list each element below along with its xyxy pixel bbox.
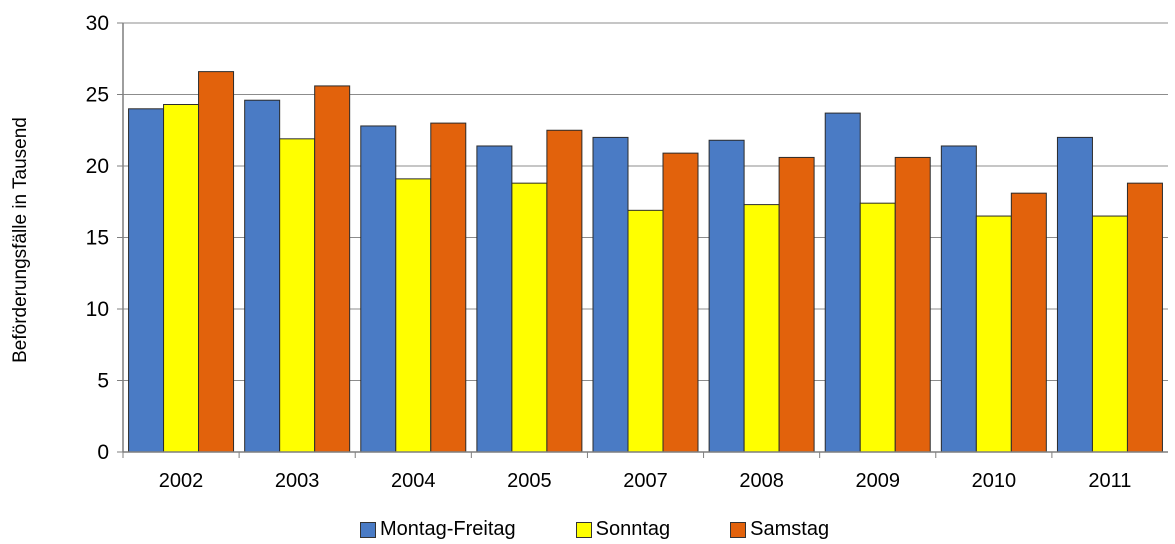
legend-item-sonntag: Sonntag [575,518,671,541]
bar-montag-freitag-2003 [244,99,281,453]
x-tick-label: 2007 [623,470,668,492]
bar-sonntag-2009 [859,202,896,453]
bar-montag-freitag-2010 [940,145,977,453]
bar-samstag-2003 [314,85,351,453]
y-tick-labels: 0 5 10 15 20 25 30 [86,12,123,464]
bar-samstag-2009 [894,156,931,453]
bar-samstag-2008 [778,156,815,453]
legend-swatch [360,521,376,538]
bar-samstag-2010 [1010,192,1047,453]
bar-sonntag-2002 [163,104,200,453]
bar-montag-freitag-2005 [476,145,513,453]
bar-sonntag-2010 [975,215,1012,453]
legend-item-montag-freitag: Montag-Freitag [360,518,516,541]
bar-montag-freitag-2011 [1056,136,1093,453]
x-tick-label: 2011 [1088,470,1131,492]
bar-montag-freitag-2008 [708,139,745,453]
x-tick-label: 2009 [855,470,900,492]
y-tick-label: 30 [86,12,109,35]
legend-label: Montag-Freitag [380,518,516,540]
x-tick-label: 2008 [739,470,784,492]
bar-samstag-2011 [1126,182,1163,453]
bar-sonntag-2005 [511,182,548,453]
bars [128,71,1163,453]
legend-label: Sonntag [595,518,671,540]
bar-montag-freitag-2009 [824,112,861,453]
bar-sonntag-2011 [1091,215,1128,453]
bar-samstag-2002 [198,71,235,453]
x-tick-label: 2010 [972,470,1017,492]
bar-montag-freitag-2004 [360,125,397,453]
y-axis-label: Beförderungsfälle in Tausend [10,117,31,363]
x-tick-label: 2005 [507,470,552,492]
bar-sonntag-2008 [743,204,780,453]
x-tick-label: 2003 [275,470,320,492]
bar-montag-freitag-2007 [592,136,629,453]
bar-samstag-2007 [662,152,699,453]
y-tick-label: 10 [86,298,109,321]
y-tick-label: 15 [86,227,109,250]
x-tick-label: 2002 [159,470,204,492]
bar-sonntag-2007 [627,209,664,453]
legend-item-samstag: Samstag [730,518,829,541]
bar-sonntag-2004 [395,178,432,453]
bar-samstag-2005 [546,129,583,453]
bar-montag-freitag-2002 [128,108,165,453]
legend-swatch [730,521,747,538]
y-tick-label: 0 [97,441,109,464]
legend: Montag-Freitag Sonntag Samstag [360,518,889,541]
x-tick-label: 2004 [391,470,436,492]
bar-samstag-2004 [430,122,467,453]
legend-swatch [575,521,592,538]
y-tick-label: 5 [97,370,109,393]
legend-label: Samstag [750,518,830,540]
bar-sonntag-2003 [279,138,316,453]
y-tick-label: 25 [86,84,109,107]
y-tick-label: 20 [86,155,109,178]
x-tick-labels: 2002 2003 2004 2005 2007 2008 2009 2010 2011 [122,452,1131,492]
